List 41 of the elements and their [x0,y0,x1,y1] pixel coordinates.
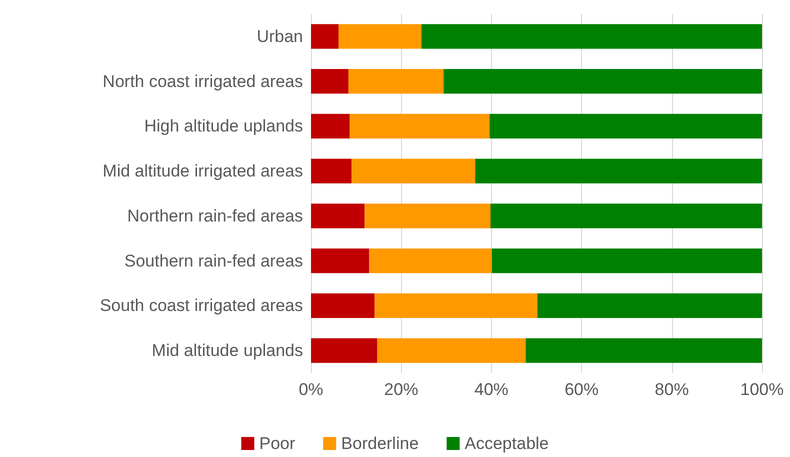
legend-label: Borderline [341,434,419,453]
bar [348,68,444,94]
x-tick-label: 40% [474,380,508,399]
bar [311,293,375,318]
bar [311,68,348,94]
legend-label: Poor [259,434,296,453]
bar [338,24,422,49]
bar [490,114,762,139]
y-tick-label: Northern rain-fed areas [127,206,303,226]
bar [444,68,762,94]
y-tick-label: South coast irrigated areas [100,296,303,316]
bar [364,204,490,228]
bar [377,338,526,363]
bar [490,204,762,228]
bar [475,158,762,184]
x-tick-label: 80% [654,380,689,399]
bar [311,158,352,184]
legend-label: Acceptable [464,434,549,453]
bar [350,114,490,139]
bar [352,158,476,184]
y-tick-label: Southern rain-fed areas [124,251,303,270]
y-tick-label: Urban [256,26,303,46]
y-tick-label: High altitude uplands [144,116,303,136]
bar [311,248,370,274]
bar [374,293,538,318]
y-tick-label: Mid altitude irrigated areas [102,162,303,181]
x-tick-label: 0% [298,380,324,399]
bar [537,293,762,318]
bar [311,114,350,139]
bar [526,338,762,363]
x-tick-label: 60% [564,380,599,399]
y-tick-label: Mid altitude uplands [152,341,303,360]
bar [311,204,365,228]
x-tick-label: 20% [384,380,418,399]
y-tick-label: North coast irrigated areas [102,72,303,91]
bar [492,248,762,274]
x-tick-label: 100% [740,380,784,399]
bar [311,24,339,49]
bar [311,338,378,363]
bar [369,248,492,274]
bar [421,24,762,49]
